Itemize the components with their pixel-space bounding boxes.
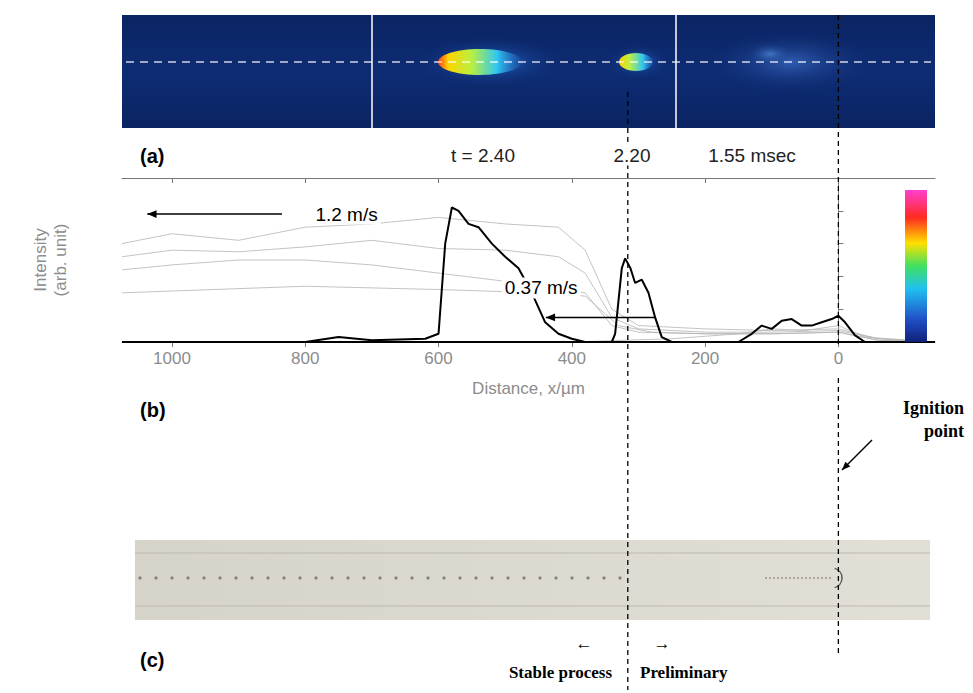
svg-text:(arb. unit): (arb. unit) <box>51 224 70 297</box>
svg-text:t = 2.40: t = 2.40 <box>451 145 515 166</box>
svg-text:1000: 1000 <box>153 349 191 368</box>
svg-text:Preliminary: Preliminary <box>640 663 728 682</box>
svg-text:→: → <box>654 634 671 653</box>
svg-text:800: 800 <box>291 349 319 368</box>
svg-text:400: 400 <box>558 349 586 368</box>
svg-text:1.2 m/s: 1.2 m/s <box>315 204 377 225</box>
svg-text:(c): (c) <box>140 649 164 671</box>
svg-text:point: point <box>924 421 964 441</box>
svg-text:200: 200 <box>691 349 719 368</box>
svg-text:Intensity: Intensity <box>31 228 50 292</box>
svg-text:1.55 msec: 1.55 msec <box>708 145 796 166</box>
svg-text:Distance, x/µm: Distance, x/µm <box>472 379 585 398</box>
svg-text:2.20: 2.20 <box>614 145 651 166</box>
svg-text:600: 600 <box>424 349 452 368</box>
svg-text:Stable process: Stable process <box>509 663 612 682</box>
svg-text:Ignition: Ignition <box>903 398 964 418</box>
svg-text:0.37 m/s: 0.37 m/s <box>505 277 578 298</box>
svg-text:0: 0 <box>834 349 843 368</box>
svg-text:(a): (a) <box>140 145 164 167</box>
svg-text:←: ← <box>576 634 593 653</box>
svg-text:(b): (b) <box>140 399 166 421</box>
